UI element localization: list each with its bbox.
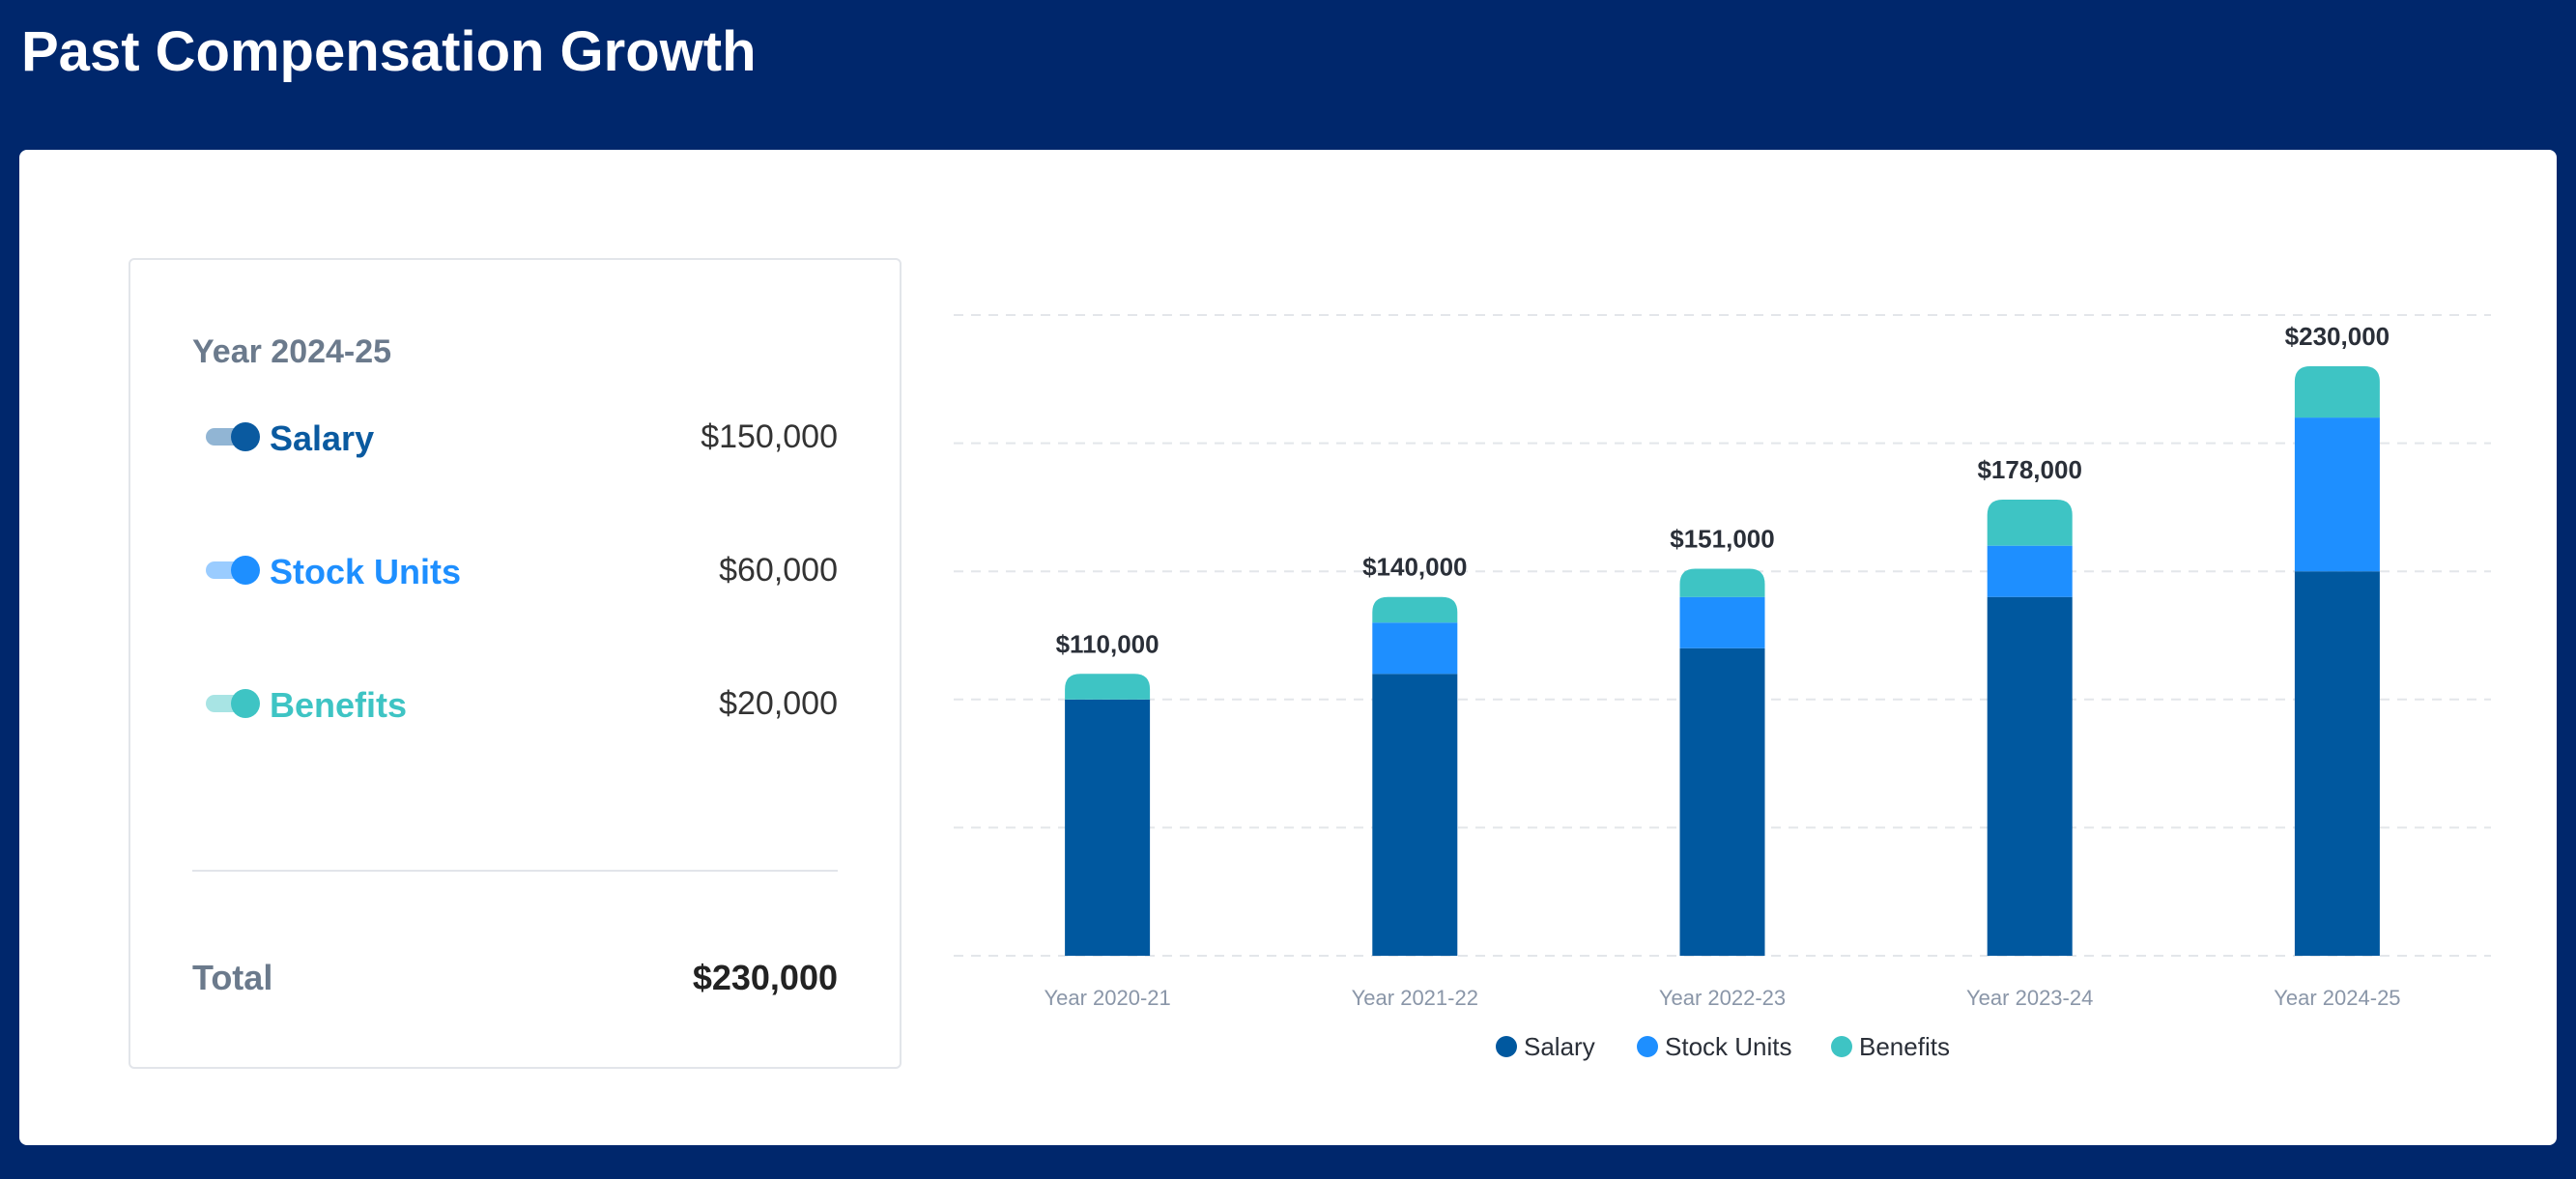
summary-panel: Year 2024-25 Salary $150,000 Stock Units $6… xyxy=(129,258,902,1069)
bar-segment xyxy=(1372,674,1458,956)
bar-segment xyxy=(2294,417,2380,572)
total-label: $178,000 xyxy=(1977,455,2081,484)
panel-title: Year 2024-25 xyxy=(192,333,392,370)
bar-segment xyxy=(1065,674,1151,700)
item-label: Benefits xyxy=(270,685,408,725)
legend-label: Stock Units xyxy=(1665,1032,1792,1061)
total-label: $110,000 xyxy=(1056,629,1159,658)
item-row: Salary $150,000 xyxy=(192,413,838,461)
total-label: $140,000 xyxy=(1362,553,1467,582)
legend-label: Salary xyxy=(1524,1032,1595,1061)
item-row: Benefits $20,000 xyxy=(192,679,838,728)
bar-segment xyxy=(1679,596,1765,648)
total-label: $230,000 xyxy=(2285,322,2390,351)
item-label: Stock Units xyxy=(270,552,462,591)
bar-segment xyxy=(1987,596,2073,956)
x-tick-label: Year 2021-22 xyxy=(1352,986,1478,1010)
bar-segment xyxy=(2294,366,2380,418)
legend-label: Benefits xyxy=(1859,1032,1950,1061)
bar-segment xyxy=(1372,596,1458,623)
x-tick-label: Year 2022-23 xyxy=(1659,986,1786,1010)
x-tick-label: Year 2023-24 xyxy=(1966,986,2093,1010)
bar-segment xyxy=(1987,545,2073,597)
toggle-knob[interactable] xyxy=(231,689,260,718)
total-value: $230,000 xyxy=(692,958,838,997)
bar-segment xyxy=(1065,699,1151,956)
legend-marker xyxy=(1496,1036,1517,1057)
divider xyxy=(192,870,838,872)
item-value: $150,000 xyxy=(701,418,838,455)
item-value: $20,000 xyxy=(719,685,838,722)
total-label: $151,000 xyxy=(1670,525,1774,554)
x-tick-label: Year 2020-21 xyxy=(1044,986,1170,1010)
bar-segment xyxy=(2294,571,2380,956)
bar-segment xyxy=(1987,499,2073,546)
bar-segment xyxy=(1679,568,1765,597)
total-label: Total xyxy=(192,958,273,997)
legend-marker xyxy=(1637,1036,1658,1057)
legend-marker xyxy=(1831,1036,1852,1057)
item-label: Salary xyxy=(270,418,375,458)
item-row: Stock Units $60,000 xyxy=(192,546,838,594)
item-value: $60,000 xyxy=(719,552,838,589)
bar-segment xyxy=(1372,622,1458,675)
toggle-knob[interactable] xyxy=(231,422,260,451)
page-title: Past Compensation Growth xyxy=(21,20,757,83)
x-tick-label: Year 2024-25 xyxy=(2274,986,2400,1010)
bar-segment xyxy=(1679,647,1765,956)
toggle-knob[interactable] xyxy=(231,556,260,585)
